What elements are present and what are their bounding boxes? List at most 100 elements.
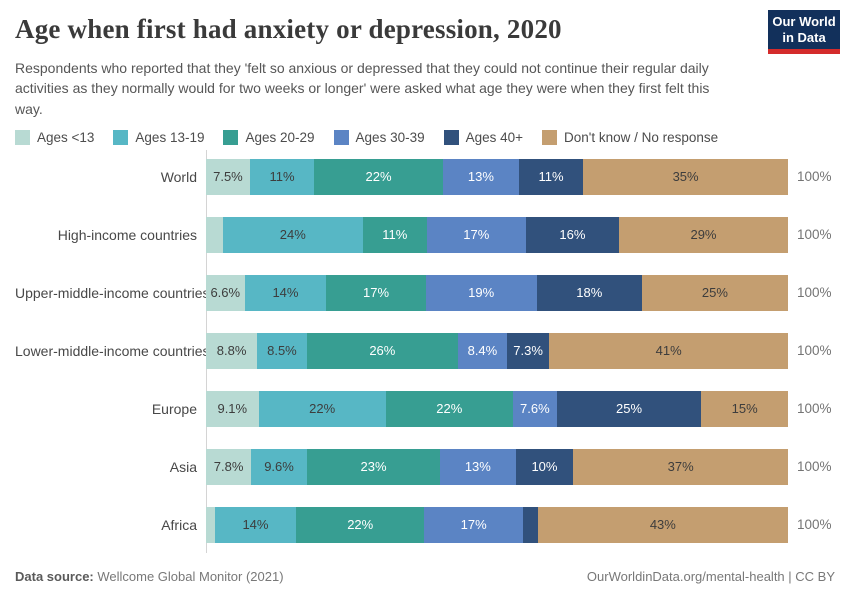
bar-segment[interactable]: 11% bbox=[362, 216, 427, 253]
segment-value-label: 11% bbox=[269, 169, 295, 185]
bar-segment[interactable]: 11% bbox=[518, 158, 584, 195]
bar-segment[interactable]: 26% bbox=[306, 332, 458, 369]
legend-item[interactable]: Ages 20-29 bbox=[223, 129, 315, 145]
legend: Ages <13 Ages 13-19 Ages 20-29 Ages 30-39 Ag… bbox=[15, 129, 835, 145]
owid-logo-line1: Our World bbox=[772, 13, 836, 29]
bar-track: 8.8% 8.5% 26% 8.4% 7.3% 41% bbox=[206, 332, 788, 369]
bar-segment[interactable]: 19% bbox=[425, 274, 537, 311]
bar-track: 24% 11% 17% 16% 29% bbox=[206, 216, 788, 253]
bar-segment[interactable]: 41% bbox=[549, 332, 788, 369]
segment-value-label: 19% bbox=[468, 285, 495, 301]
bar-segment[interactable]: 24% bbox=[222, 216, 363, 253]
segment-value-label: 18% bbox=[576, 285, 603, 301]
segment-value-label: 13% bbox=[464, 459, 491, 475]
bar-segment[interactable]: 37% bbox=[573, 448, 788, 485]
bar-segment[interactable]: 11% bbox=[249, 158, 315, 195]
bar-segment[interactable]: 10% bbox=[515, 448, 574, 485]
segment-value-label: 10% bbox=[531, 459, 558, 475]
segment-value-label: 17% bbox=[363, 285, 390, 301]
bar-segment[interactable]: 7.6% bbox=[512, 390, 557, 427]
chart-row: Africa 14% 22% 17% 43% 100% bbox=[15, 506, 835, 543]
segment-value-label: 17% bbox=[463, 227, 490, 243]
page-title: Age when first had anxiety or depression… bbox=[15, 14, 562, 44]
segment-value-label: 16% bbox=[559, 227, 586, 243]
bar-segment[interactable]: 43% bbox=[537, 506, 788, 543]
bar-segment[interactable]: 25% bbox=[556, 390, 702, 427]
segment-value-label: 11% bbox=[382, 227, 408, 243]
bar-segment[interactable]: 9.6% bbox=[251, 448, 307, 485]
segment-value-label: 25% bbox=[616, 401, 643, 417]
bar-segment[interactable]: 6.6% bbox=[206, 274, 245, 311]
chart-row: Upper-middle-income countries 6.6% 14% 17% 1… bbox=[15, 274, 835, 311]
row-label: Lower-middle-income countries bbox=[15, 342, 210, 359]
segment-value-label: 26% bbox=[369, 343, 396, 359]
bar-segment[interactable]: 22% bbox=[258, 390, 386, 427]
segment-value-label: 41% bbox=[655, 343, 682, 359]
bar-segment[interactable]: 14% bbox=[214, 506, 297, 543]
segment-value-label: 13% bbox=[467, 169, 494, 185]
data-source: Data source: Wellcome Global Monitor (20… bbox=[15, 569, 284, 584]
bar-segment[interactable]: 13% bbox=[442, 158, 519, 195]
segment-value-label: 8.5% bbox=[267, 343, 297, 359]
bar-segment[interactable]: 22% bbox=[314, 158, 443, 195]
legend-swatch-icon bbox=[223, 129, 239, 145]
bar-segment[interactable]: 29% bbox=[619, 216, 788, 253]
bar-segment[interactable]: 7.8% bbox=[206, 448, 252, 485]
bar-segment[interactable]: 13% bbox=[440, 448, 516, 485]
segment-value-label: 22% bbox=[436, 401, 463, 417]
segment-value-label: 7.5% bbox=[213, 169, 243, 185]
bar-segment[interactable]: 9.1% bbox=[206, 390, 259, 427]
bar-segment[interactable]: 17% bbox=[326, 274, 426, 311]
row-label: Asia bbox=[169, 458, 197, 475]
segment-value-label: 9.6% bbox=[264, 459, 294, 475]
bar-segment[interactable]: 15% bbox=[701, 390, 788, 427]
bar-segment[interactable]: 16% bbox=[525, 216, 620, 253]
segment-value-label: 14% bbox=[272, 285, 299, 301]
bar-segment[interactable]: 25% bbox=[641, 274, 788, 311]
owid-logo[interactable]: Our World in Data bbox=[768, 10, 840, 54]
legend-swatch-icon bbox=[443, 129, 459, 145]
bar-segment[interactable]: 35% bbox=[583, 158, 788, 195]
segment-value-label: 8.4% bbox=[467, 343, 498, 359]
bar-segment[interactable]: 8.4% bbox=[457, 332, 507, 369]
bar-segment[interactable]: 22% bbox=[385, 390, 513, 427]
segment-value-label: 22% bbox=[365, 169, 392, 185]
bar-segment[interactable]: 8.5% bbox=[257, 332, 307, 369]
legend-item[interactable]: Ages 13-19 bbox=[113, 129, 204, 145]
legend-label: Ages 20-29 bbox=[245, 129, 315, 145]
credit-link[interactable]: OurWorldinData.org/mental-health | CC BY bbox=[586, 569, 835, 584]
bar-segment[interactable]: 22% bbox=[296, 506, 425, 543]
legend-label: Ages 40+ bbox=[465, 129, 524, 145]
segment-value-label: 7.6% bbox=[520, 401, 550, 417]
segment-value-label: 23% bbox=[360, 459, 387, 475]
row-total-label: 100% bbox=[797, 517, 832, 533]
bar-segment[interactable]: 7.5% bbox=[206, 158, 250, 195]
legend-item[interactable]: Don't know / No response bbox=[542, 129, 718, 145]
bar-segment[interactable] bbox=[523, 506, 538, 543]
row-label: Upper-middle-income countries bbox=[15, 284, 210, 301]
chart-row: Lower-middle-income countries 8.8% 8.5% 26%… bbox=[15, 332, 835, 369]
bar-segment[interactable]: 23% bbox=[306, 448, 441, 485]
bar-segment[interactable]: 17% bbox=[424, 506, 524, 543]
row-total-label: 100% bbox=[797, 227, 832, 243]
legend-swatch-icon bbox=[333, 129, 349, 145]
bar-segment[interactable] bbox=[206, 216, 223, 253]
segment-value-label: 9.1% bbox=[217, 401, 248, 417]
legend-label: Ages <13 bbox=[37, 129, 95, 145]
segment-value-label: 25% bbox=[701, 285, 728, 301]
bar-segment[interactable]: 18% bbox=[536, 274, 642, 311]
segment-value-label: 22% bbox=[347, 517, 374, 533]
legend-item[interactable]: Ages <13 bbox=[15, 129, 95, 145]
bar-segment[interactable]: 14% bbox=[244, 274, 327, 311]
chart-rows: World 7.5% 11% 22% 13% 11% 35% 100% High-income … bbox=[15, 149, 835, 553]
bar-segment[interactable]: 17% bbox=[426, 216, 526, 253]
bar-segment[interactable]: 7.3% bbox=[506, 332, 550, 369]
segment-value-label: 7.3% bbox=[513, 343, 543, 359]
bar-segment[interactable]: 8.8% bbox=[206, 332, 258, 369]
legend-item[interactable]: Ages 30-39 bbox=[333, 129, 425, 145]
bar-segment[interactable] bbox=[206, 506, 215, 543]
segment-value-label: 15% bbox=[731, 401, 758, 417]
legend-item[interactable]: Ages 40+ bbox=[443, 129, 524, 145]
segment-value-label: 11% bbox=[538, 169, 564, 185]
data-source-label: Data source: bbox=[15, 569, 94, 584]
